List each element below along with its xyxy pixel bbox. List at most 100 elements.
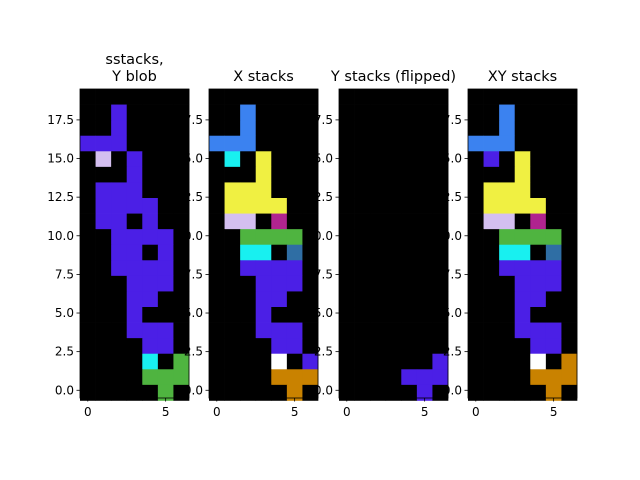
heatmap-cell — [354, 104, 371, 121]
heatmap-cell — [354, 369, 371, 386]
heatmap-cell — [561, 384, 578, 401]
heatmap-cell — [354, 338, 371, 355]
heatmap-cell — [240, 213, 257, 230]
heatmap-cell — [302, 120, 319, 137]
heatmap-cell — [95, 244, 112, 261]
heatmap-cell — [401, 229, 418, 246]
heatmap-cell — [401, 322, 418, 339]
x-tick-label: 5 — [291, 405, 299, 419]
heatmap-cell — [173, 182, 190, 199]
heatmap-cell — [157, 104, 174, 121]
heatmap-cell — [302, 384, 319, 401]
heatmap-cell — [157, 353, 174, 370]
heatmap-cell — [111, 369, 128, 386]
heatmap-cell — [240, 166, 257, 183]
heatmap-cell — [499, 166, 516, 183]
heatmap-cell — [302, 338, 319, 355]
heatmap-cell — [468, 369, 484, 386]
heatmap-cell — [302, 244, 319, 261]
heatmap-cell — [416, 135, 433, 152]
heatmap-cell — [530, 353, 547, 370]
heatmap-cell — [80, 384, 96, 401]
heatmap-cell — [80, 291, 96, 308]
heatmap-cell — [173, 198, 190, 214]
heatmap-cell — [354, 151, 371, 168]
heatmap-cell — [240, 120, 257, 137]
heatmap-cell — [483, 338, 500, 355]
heatmap-cell — [339, 369, 355, 386]
heatmap-cell — [339, 291, 355, 308]
heatmap-cell — [483, 260, 500, 277]
heatmap-cell — [339, 322, 355, 339]
heatmap-cell — [80, 353, 96, 370]
heatmap-cell — [302, 275, 319, 292]
heatmap-cell — [126, 151, 143, 168]
heatmap-cell — [173, 275, 190, 292]
heatmap-cell — [370, 120, 387, 137]
heatmap-cell — [240, 182, 257, 199]
heatmap-cell — [255, 135, 272, 152]
heatmap-cell — [370, 89, 387, 105]
heatmap-cell — [173, 322, 190, 339]
heatmap-cell — [240, 384, 257, 401]
heatmap-cell — [499, 244, 516, 261]
heatmap-cell — [271, 307, 288, 323]
heatmap-cell — [224, 353, 241, 370]
heatmap-cell — [370, 213, 387, 230]
heatmap-cell — [530, 244, 547, 261]
heatmap-cell — [416, 89, 433, 105]
x-tick-label: 0 — [84, 405, 92, 419]
heatmap-cell — [271, 166, 288, 183]
heatmap-cell — [95, 89, 112, 105]
heatmap-cell — [157, 384, 174, 401]
heatmap-cell — [385, 353, 402, 370]
heatmap-cell — [385, 307, 402, 323]
heatmap-cell — [111, 182, 128, 199]
y-tick-label: 15.0 — [306, 152, 333, 166]
heatmap-cell — [354, 120, 371, 137]
heatmap-cell — [209, 135, 225, 152]
axes-frame — [338, 88, 449, 399]
heatmap-cell — [80, 89, 96, 105]
heatmap-cell — [339, 338, 355, 355]
heatmap-cell — [95, 353, 112, 370]
heatmap-cell — [354, 353, 371, 370]
heatmap-cell — [499, 322, 516, 339]
heatmap-cell — [224, 135, 241, 152]
heatmap-cell — [370, 307, 387, 323]
heatmap-cell — [240, 260, 257, 277]
heatmap-cell — [271, 89, 288, 105]
heatmap-cell — [126, 229, 143, 246]
heatmap-cell — [561, 89, 578, 105]
heatmap-cell — [339, 213, 355, 230]
heatmap-cell — [401, 369, 418, 386]
heatmap-cell — [530, 151, 547, 168]
heatmap-cell — [271, 260, 288, 277]
heatmap-cell — [142, 229, 159, 246]
x-tick-label: 5 — [162, 405, 170, 419]
heatmap-cell — [271, 151, 288, 168]
heatmap-cell — [240, 135, 257, 152]
heatmap-cell — [468, 151, 484, 168]
heatmap-cell — [432, 120, 449, 137]
heatmap-cell — [271, 198, 288, 214]
heatmap-cell — [126, 120, 143, 137]
heatmap-cell — [255, 384, 272, 401]
heatmap-cell — [432, 198, 449, 214]
heatmap-cell — [142, 104, 159, 121]
heatmap-cell — [401, 275, 418, 292]
heatmap-cell — [385, 135, 402, 152]
heatmap-cell — [255, 260, 272, 277]
heatmap-cell — [255, 244, 272, 261]
heatmap-cell — [483, 307, 500, 323]
heatmap-cell — [499, 307, 516, 323]
heatmap-cell — [385, 369, 402, 386]
heatmap-cell — [302, 229, 319, 246]
heatmap-cell — [514, 322, 531, 339]
heatmap-cell — [111, 260, 128, 277]
heatmap-cell — [111, 291, 128, 308]
heatmap-cell — [339, 307, 355, 323]
heatmap-cell — [354, 244, 371, 261]
heatmap-cell — [514, 338, 531, 355]
heatmap-cell — [142, 213, 159, 230]
